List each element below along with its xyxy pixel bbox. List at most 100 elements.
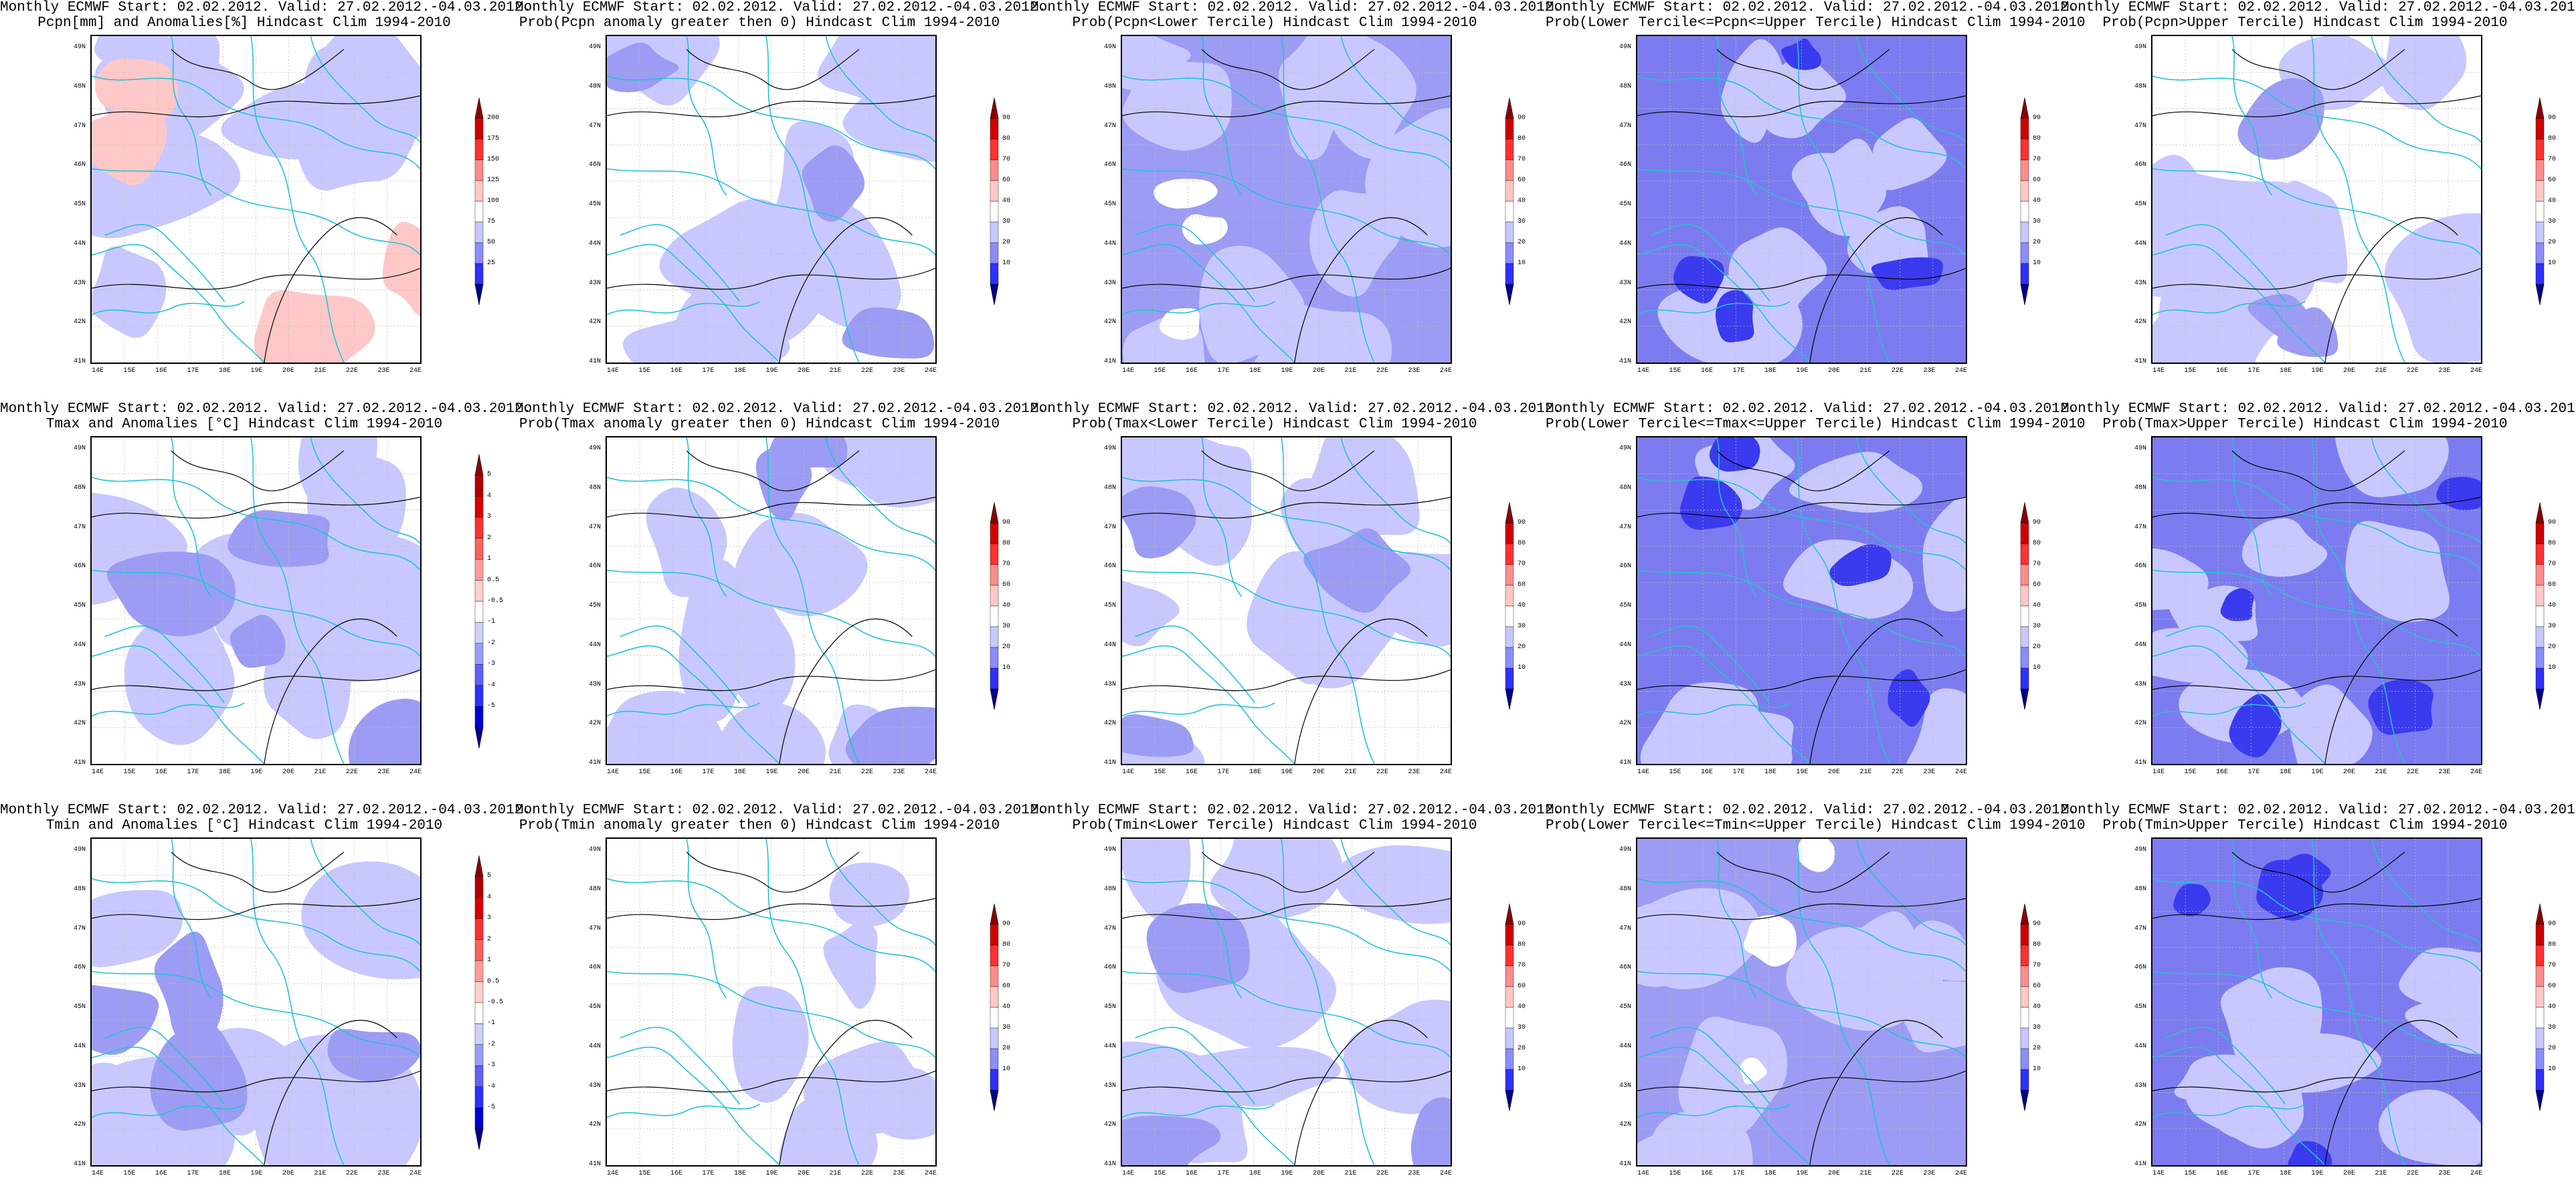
colorbar-swatch <box>2020 1027 2029 1049</box>
colorbar-swatches <box>990 502 999 710</box>
longitude-tick-label: 20E <box>282 1170 295 1177</box>
latitude-tick-label: 47N <box>589 924 602 932</box>
colorbar-tick-label: 30 <box>2033 218 2041 225</box>
shaded-region <box>229 615 286 668</box>
shaded-region <box>1365 108 1451 248</box>
panel-title-line2: Prob(Tmax<Lower Tercile) Hindcast Clim 1… <box>1072 417 1477 432</box>
latitude-tick-label: 44N <box>74 239 86 247</box>
colorbar-tick-label: 30 <box>2548 218 2557 225</box>
colorbar-swatch <box>1505 118 1514 140</box>
coastline-border <box>1650 625 1771 704</box>
longitude-tick-label: 14E <box>2152 367 2165 375</box>
colorbar-swatch <box>474 284 484 306</box>
map-field <box>92 437 420 764</box>
longitude-tick-label: 21E <box>1344 367 1357 375</box>
map-field <box>92 36 420 363</box>
map-field <box>607 36 935 363</box>
colorbar-tick-label: 30 <box>1517 218 1526 225</box>
forecast-panel-10: Monthly ECMWF Start: 02.02.2012. Valid: … <box>2061 401 2576 803</box>
coastline-border <box>1201 839 1243 999</box>
longitude-tick-label: 23E <box>893 1170 905 1177</box>
colorbar-swatch <box>2535 668 2545 690</box>
contour-line <box>264 217 397 363</box>
coastline-border <box>1122 1104 1275 1118</box>
colorbar-swatch <box>2535 159 2545 181</box>
shaded-region <box>92 985 159 1056</box>
map-field <box>92 839 420 1165</box>
contour-line <box>1294 1019 1428 1165</box>
colorbar-swatch <box>1505 1007 1514 1029</box>
coastline-border <box>2231 437 2273 597</box>
colorbar-tick-label: 70 <box>2033 962 2041 969</box>
colorbar-tick-label: 75 <box>487 218 496 225</box>
shaded-region <box>2220 588 2254 621</box>
shaded-region <box>2385 213 2481 363</box>
latitude-tick-label: 48N <box>1104 885 1117 893</box>
colorbar-swatch <box>1505 944 1514 967</box>
colorbar-swatch <box>2535 263 2545 285</box>
colorbar-tick-label: 20 <box>1002 643 1011 651</box>
shaded-region <box>2335 437 2449 498</box>
latitude-tick-label: 42N <box>74 720 86 728</box>
coastline-border <box>92 301 245 316</box>
colorbar-tick-label: 50 <box>487 239 496 246</box>
longitude-tick-label: 19E <box>1281 1170 1293 1177</box>
forecast-panel-11: Monthly ECMWF Start: 02.02.2012. Valid: … <box>0 803 531 1204</box>
contour-line <box>171 851 345 893</box>
longitude-tick-label: 19E <box>1281 769 1293 776</box>
map-field <box>1122 36 1451 363</box>
shaded-region <box>1906 688 1966 764</box>
colorbar-swatch <box>1505 1069 1514 1091</box>
longitude-tick-label: 18E <box>219 367 232 375</box>
shaded-region <box>2405 995 2481 1054</box>
contour-line <box>779 618 913 764</box>
coastline-border <box>1122 645 1295 764</box>
latitude-tick-label: 45N <box>74 201 86 208</box>
colorbar-tick-label: 80 <box>2548 540 2557 547</box>
coastline-border <box>2311 839 2405 1165</box>
coastline-border <box>825 437 935 544</box>
colorbar-swatch <box>2020 626 2029 648</box>
latitude-tick-label: 47N <box>74 122 86 130</box>
map-field <box>607 437 935 764</box>
contour-line <box>1716 851 1890 893</box>
longitude-tick-label: 23E <box>893 367 905 375</box>
longitude-tick-label: 20E <box>798 367 810 375</box>
longitude-tick-label: 23E <box>1923 769 1936 776</box>
latitude-tick-label: 42N <box>589 318 602 326</box>
colorbar-swatch <box>990 924 999 946</box>
coastline-border <box>1135 224 1256 302</box>
colorbar-swatch <box>474 454 484 476</box>
shaded-region <box>1639 888 1762 989</box>
longitude-tick-label: 17E <box>702 1170 715 1177</box>
colorbar-tick-label: 25 <box>487 260 496 267</box>
coastline-border <box>607 243 780 363</box>
longitude-tick-label: 21E <box>829 1170 842 1177</box>
coastline-border <box>2165 1027 2286 1105</box>
longitude-tick-label: 18E <box>1764 1170 1777 1177</box>
shaded-region <box>609 700 688 764</box>
shaded-region <box>2152 548 2209 611</box>
panel-title-line2: Prob(Pcpn<Lower Tercile) Hindcast Clim 1… <box>1072 15 1477 31</box>
colorbar-tick-label: 0.5 <box>487 977 500 985</box>
longitude-tick-label: 15E <box>638 1170 651 1177</box>
latitude-tick-label: 45N <box>1104 1003 1117 1011</box>
panel-title-line1: Monthly ECMWF Start: 02.02.2012. Valid: … <box>1030 401 1562 417</box>
latitude-tick-label: 46N <box>1619 964 1632 972</box>
longitude-tick-label: 14E <box>1122 769 1135 776</box>
latitude-tick-label: 45N <box>2134 1003 2147 1011</box>
longitude-tick-label: 18E <box>1249 367 1262 375</box>
colorbar-swatch <box>2535 1069 2545 1091</box>
contour-line <box>1637 95 1966 118</box>
contour-line <box>686 49 860 90</box>
shaded-region <box>92 102 167 185</box>
longitude-tick-label: 24E <box>925 1170 937 1177</box>
colorbar-tick-label: -0.5 <box>487 597 504 605</box>
colorbar-tick-label: 30 <box>2548 623 2557 630</box>
longitude-tick-label: 22E <box>861 769 874 776</box>
coastline-border <box>92 645 265 764</box>
colorbar-swatch <box>2535 944 2545 967</box>
colorbar-tick-label: -1 <box>487 618 496 626</box>
longitude-tick-label: 24E <box>2470 367 2483 375</box>
contour-line <box>1122 1070 1451 1093</box>
